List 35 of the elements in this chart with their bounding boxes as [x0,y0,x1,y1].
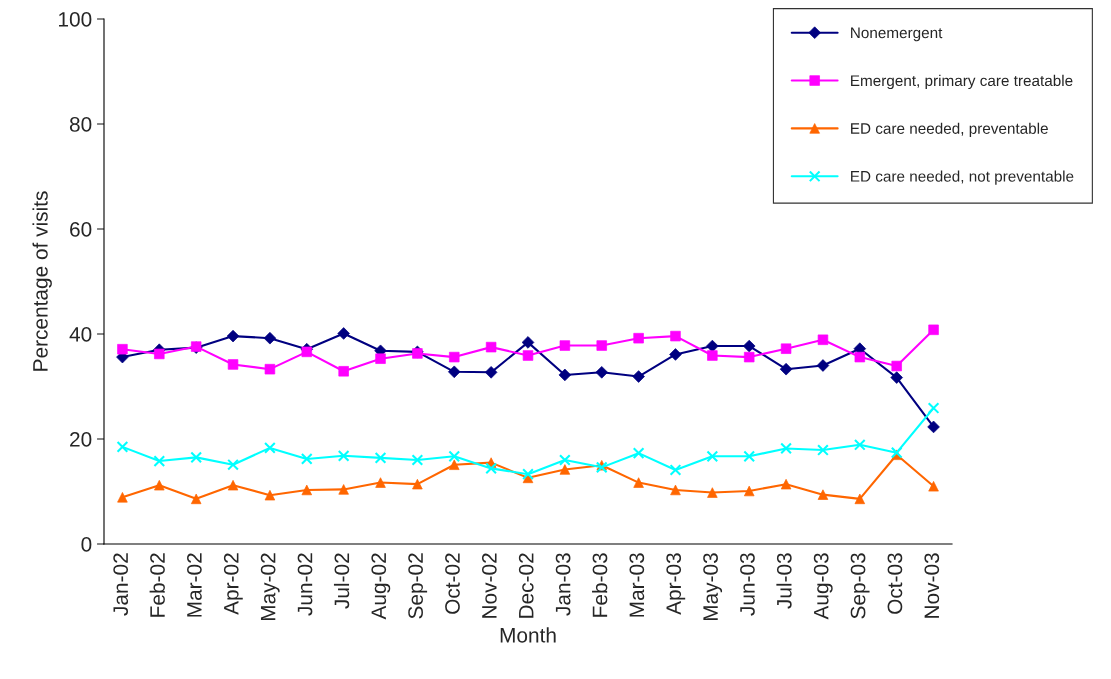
x-tick-label: Apr-02 [223,553,243,615]
x-tick-label: Jun-03 [740,553,755,616]
x-tick-label: Jul-03 [776,553,792,609]
x-tick-label: Feb-02 [149,553,165,617]
y-tick-label: 100 [59,12,92,27]
x-tick-label: Oct-02 [445,553,460,614]
x-tick-label: Jan-03 [555,553,571,616]
y-tick-label: 0 [81,537,92,552]
x-axis-title: Month [500,627,556,643]
y-tick-label: 40 [69,327,92,342]
legend-label: Emergent, primary care treatable [851,74,1073,90]
x-tick-label: Jan-02 [113,553,129,616]
x-tick-label: Nov-02 [481,553,497,618]
x-tick-label: Jun-02 [297,553,313,616]
x-tick-label: Apr-03 [666,553,686,615]
y-axis-title: Percentage of visits [32,191,52,371]
legend-label: ED care needed, preventable [851,122,1048,137]
y-tick-label: 60 [70,222,92,237]
y-tick-label: 80 [69,117,92,132]
x-tick-label: Aug-03 [813,553,833,620]
x-tick-label: Jul-02 [333,553,350,609]
x-tick-label: Oct-03 [887,553,903,614]
legend-label: Nonemergent [851,27,943,42]
x-tick-label: Mar-02 [187,553,202,617]
x-tick-label: Feb-03 [592,553,608,617]
legend-label: ED care needed, not preventable [851,170,1074,185]
x-tick-label: Sep-03 [850,553,870,619]
x-tick-label: Sep-02 [408,553,428,619]
x-tick-label: Aug-02 [371,553,391,620]
x-tick-label: Nov-03 [924,553,940,618]
y-tick-label: 20 [70,432,92,447]
x-tick-label: Mar-03 [629,553,645,617]
x-tick-label: Dec-02 [518,553,534,618]
x-tick-label: May-02 [260,553,280,621]
x-tick-label: May-03 [703,553,723,621]
